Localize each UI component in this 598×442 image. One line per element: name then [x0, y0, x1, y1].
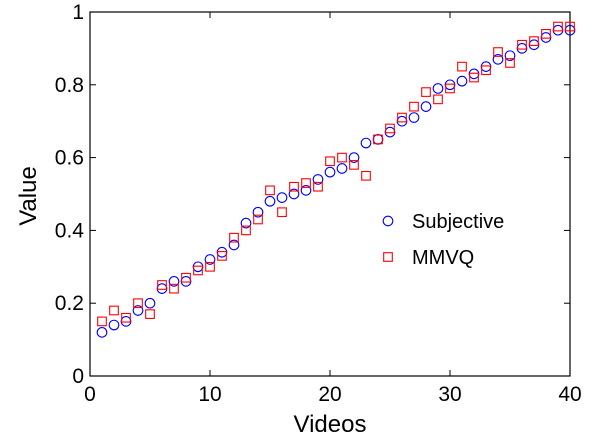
data-point-subjective — [240, 217, 252, 229]
data-point-mmvq — [337, 152, 347, 163]
data-point-subjective — [312, 174, 324, 185]
data-point-subjective — [144, 297, 156, 309]
data-point-mmvq — [325, 156, 335, 167]
data-point-subjective — [228, 239, 240, 251]
data-point-mmvq — [169, 283, 179, 294]
data-point-subjective — [432, 83, 444, 94]
legend-label-subjective: Subjective — [412, 211, 504, 233]
x-tick-label: 0 — [84, 383, 96, 406]
data-point-subjective — [252, 206, 264, 218]
legend: Subjective MMVQ — [351, 200, 554, 278]
data-point-mmvq — [217, 251, 227, 261]
data-point-mmvq — [205, 261, 215, 272]
data-point-mmvq — [469, 72, 479, 83]
data-point-subjective — [300, 185, 312, 196]
data-point-subjective — [408, 112, 420, 123]
data-point-subjective — [264, 195, 276, 207]
x-axis-label: Videos — [294, 411, 367, 438]
data-point-mmvq — [505, 58, 515, 68]
x-tick-label: 20 — [318, 383, 341, 406]
data-point-subjective — [108, 319, 120, 331]
data-point-mmvq — [145, 309, 155, 319]
plot-area — [89, 11, 571, 377]
data-point-mmvq — [529, 36, 539, 46]
data-point-mmvq — [109, 305, 119, 316]
data-point-mmvq — [301, 178, 311, 188]
data-point-mmvq — [349, 160, 359, 170]
data-point-mmvq — [421, 87, 431, 97]
data-point-mmvq — [541, 28, 551, 39]
y-tick-label: 0.6 — [55, 147, 84, 170]
data-point-mmvq — [289, 181, 299, 192]
data-point-subjective — [456, 75, 468, 87]
y-axis-label: Value — [15, 166, 42, 226]
data-point-mmvq — [517, 39, 527, 50]
x-tick-label: 30 — [438, 383, 461, 406]
legend-box — [351, 200, 554, 278]
data-point-mmvq — [181, 272, 191, 283]
data-point-mmvq — [265, 185, 275, 196]
plot-frame — [89, 11, 571, 377]
data-point-mmvq — [445, 83, 455, 94]
data-point-mmvq — [361, 170, 371, 181]
data-point-mmvq — [97, 316, 107, 327]
data-point-subjective — [96, 326, 108, 338]
data-point-mmvq — [277, 207, 287, 218]
data-point-mmvq — [457, 61, 467, 72]
data-point-mmvq — [397, 112, 407, 123]
y-tick-label: 0.8 — [55, 74, 84, 97]
legend-marker-mmvq — [383, 252, 393, 262]
y-tick-label: 0.4 — [55, 219, 85, 242]
data-point-mmvq — [409, 101, 419, 112]
data-point-subjective — [168, 276, 180, 287]
data-point-mmvq — [121, 312, 131, 323]
data-point-mmvq — [373, 134, 383, 145]
data-point-mmvq — [133, 298, 143, 309]
x-tick-label: 10 — [198, 383, 221, 406]
data-point-mmvq — [241, 225, 251, 236]
data-marks — [96, 21, 576, 338]
data-point-subjective — [420, 101, 432, 112]
data-point-mmvq — [157, 280, 167, 290]
data-point-mmvq — [493, 47, 503, 57]
series-mmvq — [97, 21, 575, 327]
legend-label-mmvq: MMVQ — [412, 247, 474, 269]
y-tick-label: 0 — [72, 365, 84, 388]
data-point-mmvq — [553, 21, 563, 32]
data-point-mmvq — [253, 214, 263, 225]
data-point-subjective — [492, 53, 504, 65]
data-point-subjective — [204, 254, 216, 265]
y-tick-label: 1 — [72, 1, 84, 24]
legend-marker-subjective — [382, 215, 394, 227]
data-point-subjective — [348, 152, 360, 163]
data-point-mmvq — [385, 123, 395, 134]
data-point-subjective — [360, 137, 372, 149]
data-point-subjective — [276, 192, 288, 203]
data-point-mmvq — [193, 265, 203, 276]
axis-ticks: 0 10 20 30 40 0 0.2 0.4 0.6 0.8 1 — [55, 1, 582, 406]
data-point-subjective — [132, 305, 144, 316]
data-point-mmvq — [433, 94, 443, 105]
x-tick-label: 40 — [558, 383, 581, 406]
data-point-mmvq — [313, 181, 323, 192]
data-point-subjective — [288, 188, 300, 200]
data-point-mmvq — [565, 21, 575, 32]
data-point-mmvq — [229, 232, 239, 243]
data-point-subjective — [324, 166, 336, 178]
data-point-subjective — [336, 163, 348, 174]
data-point-subjective — [504, 50, 516, 62]
data-point-mmvq — [481, 65, 491, 76]
y-tick-label: 0.2 — [55, 292, 84, 315]
